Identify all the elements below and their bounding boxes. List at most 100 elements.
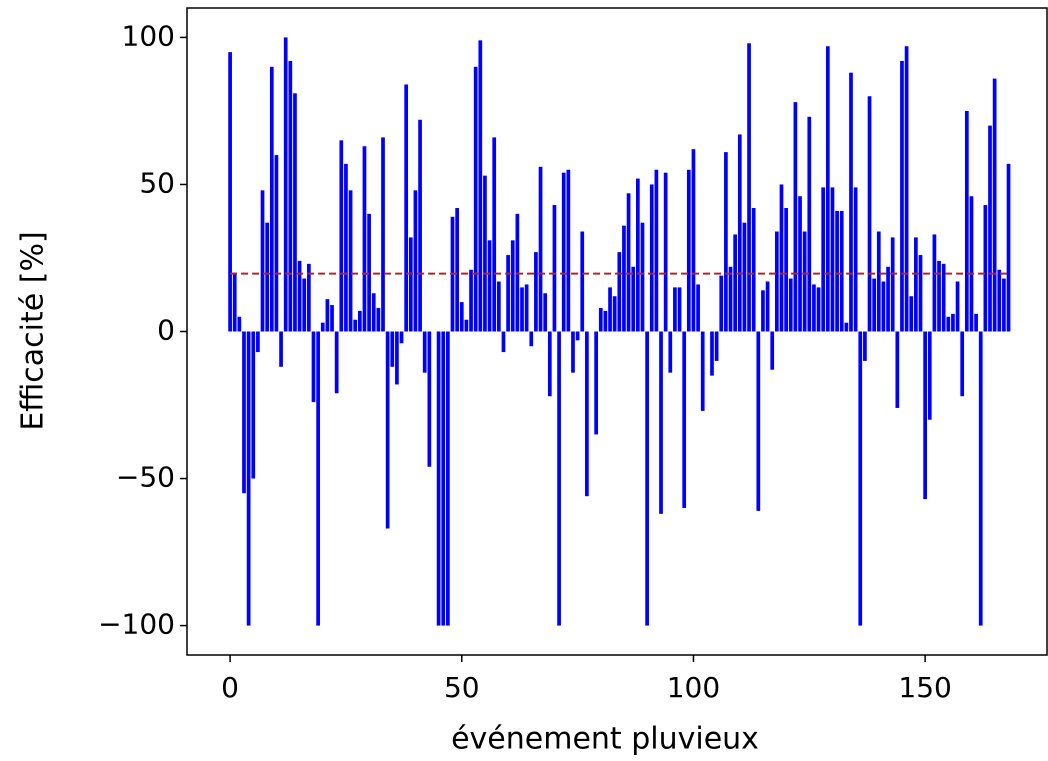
bar <box>459 302 464 332</box>
bar <box>640 222 645 332</box>
bar <box>371 293 376 332</box>
y-tick-label: −100 <box>98 608 175 641</box>
bar <box>385 331 390 529</box>
bar <box>547 331 552 397</box>
bar <box>399 331 404 344</box>
bar <box>228 52 232 332</box>
bar <box>557 331 561 626</box>
bar <box>631 266 636 332</box>
x-tick-label: 0 <box>221 671 239 704</box>
bar <box>325 299 330 332</box>
bar <box>520 287 524 332</box>
bar <box>353 319 358 332</box>
bar <box>622 225 626 332</box>
bar <box>918 255 923 332</box>
bar <box>686 169 691 332</box>
bar <box>756 331 761 511</box>
bar <box>279 331 283 367</box>
bar <box>677 287 682 332</box>
bar <box>269 66 274 332</box>
x-tick-label: 100 <box>667 671 720 704</box>
bar <box>890 237 895 332</box>
bar <box>645 331 649 626</box>
bar <box>881 281 886 332</box>
bar <box>408 237 413 332</box>
bar <box>357 310 362 332</box>
bar <box>691 149 696 332</box>
bar <box>585 331 589 497</box>
bar <box>807 116 812 332</box>
bar <box>710 331 714 376</box>
bar <box>580 231 585 332</box>
bar <box>798 196 802 332</box>
bar <box>775 231 779 332</box>
bar <box>612 296 617 332</box>
bar <box>812 284 816 332</box>
bar <box>816 287 821 332</box>
x-tick-label: 150 <box>898 671 951 704</box>
bar <box>529 331 534 347</box>
bar <box>849 72 853 332</box>
bar <box>246 331 251 626</box>
bar <box>761 290 765 332</box>
x-axis-label: événement pluvieux <box>451 722 759 757</box>
bar <box>242 331 246 494</box>
bar <box>418 119 422 332</box>
bar <box>1006 163 1011 332</box>
bar <box>571 331 575 373</box>
bar <box>654 169 659 332</box>
bar <box>997 269 1002 332</box>
bar <box>441 331 446 626</box>
bar <box>293 93 297 332</box>
bar <box>825 46 830 332</box>
bar <box>330 305 334 332</box>
bar <box>770 331 775 370</box>
bar <box>506 255 510 332</box>
bar <box>983 205 988 332</box>
bar <box>747 43 751 332</box>
bar <box>478 40 483 332</box>
bar <box>316 331 320 626</box>
bar <box>872 278 877 332</box>
y-tick-label: 50 <box>139 166 175 199</box>
bar <box>992 78 997 332</box>
bar <box>446 331 450 626</box>
bar <box>867 96 872 332</box>
bar <box>951 313 955 332</box>
bar <box>839 210 844 332</box>
bar <box>719 275 724 332</box>
bar <box>510 240 515 332</box>
bar <box>404 84 409 332</box>
bar <box>909 296 914 332</box>
bar <box>413 190 418 332</box>
bar <box>649 184 654 332</box>
bar <box>455 207 459 332</box>
bar <box>844 322 849 332</box>
bar <box>348 190 353 332</box>
bar <box>927 331 932 420</box>
bar <box>501 331 506 353</box>
y-tick-label: 0 <box>157 314 175 347</box>
bar <box>617 252 622 332</box>
bar <box>737 134 742 332</box>
bar <box>232 272 237 332</box>
bar <box>932 234 937 332</box>
bar <box>724 152 728 332</box>
bar <box>334 331 339 394</box>
bar <box>524 284 529 332</box>
bar <box>256 331 260 353</box>
bar <box>473 66 478 332</box>
bar <box>793 102 798 332</box>
bar <box>904 46 909 332</box>
bar <box>575 331 580 341</box>
bar <box>946 316 951 332</box>
bar <box>320 322 325 332</box>
bar <box>858 331 863 626</box>
bar <box>784 207 788 332</box>
y-tick-label: 100 <box>122 19 175 52</box>
bar <box>900 60 904 332</box>
bar <box>863 331 867 361</box>
bar <box>274 155 279 332</box>
bar <box>765 281 770 332</box>
